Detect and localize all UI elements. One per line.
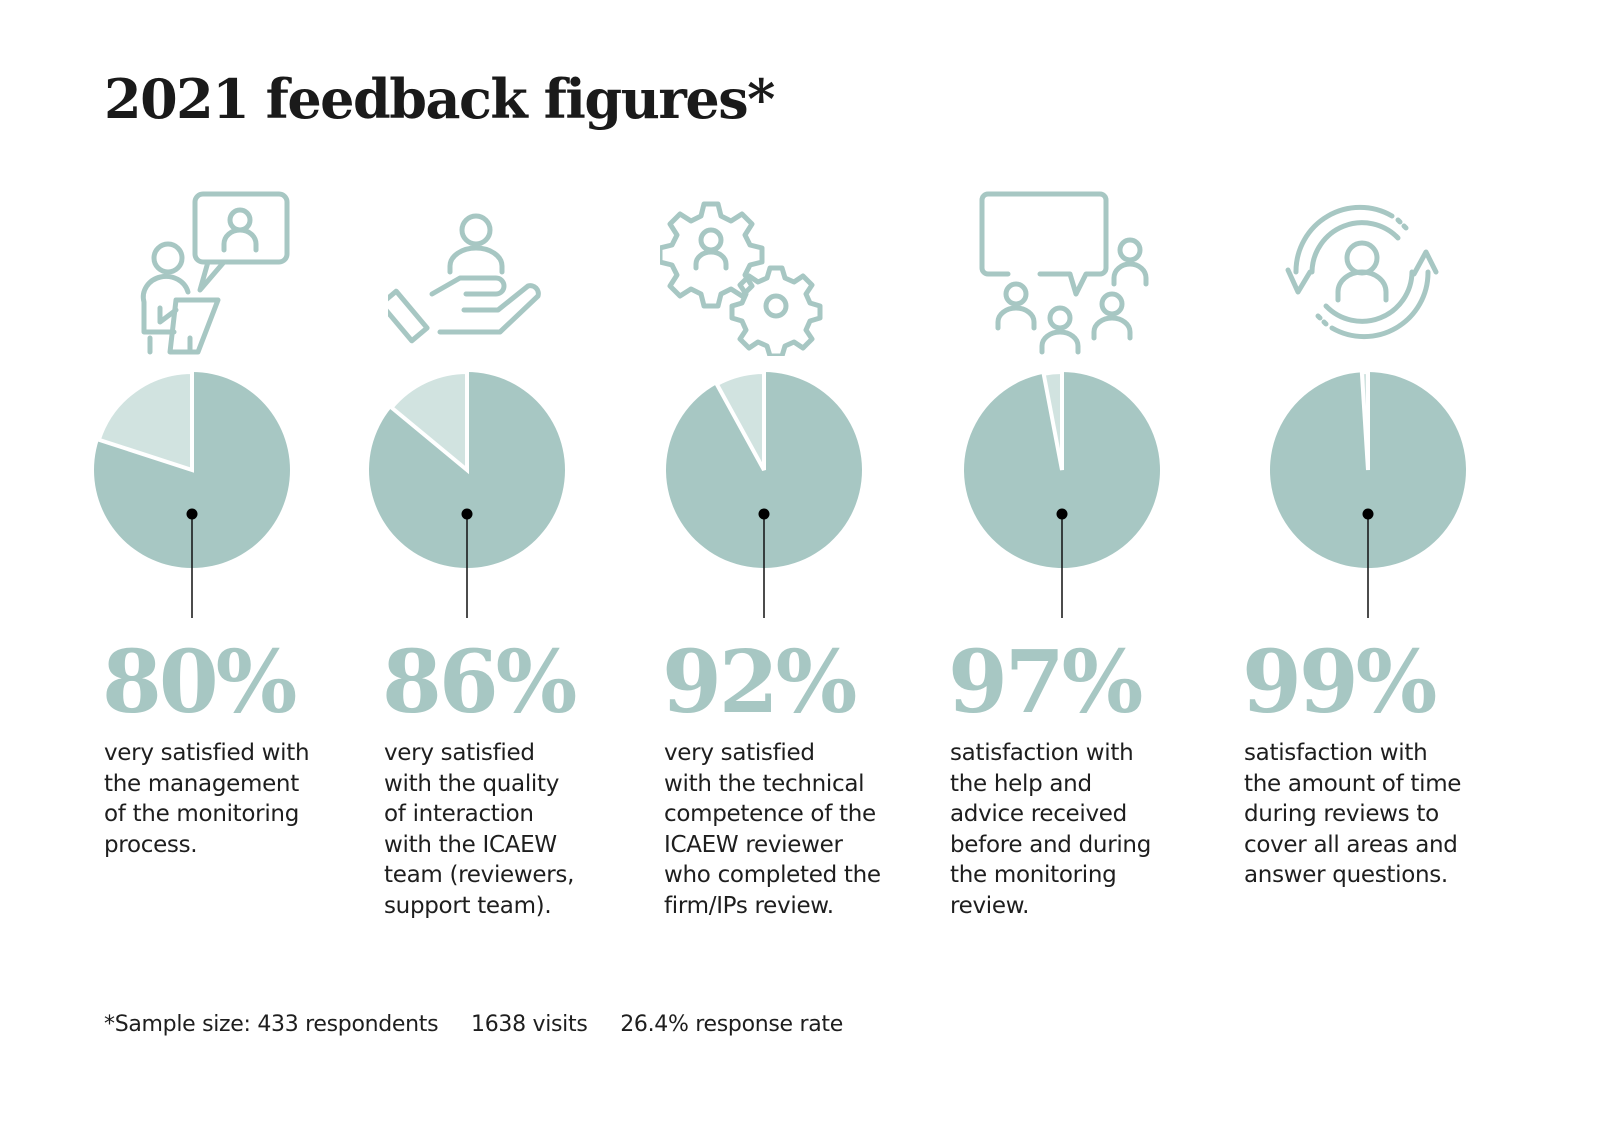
footnote: *Sample size: 433 respondents 1638 visit…	[104, 1012, 869, 1037]
percent-label: 86%	[382, 632, 577, 733]
pointer-dot	[1056, 508, 1068, 520]
stat-description: satisfaction with the amount of time dur…	[1244, 740, 1462, 888]
stat-description: very satisfied with the technical compet…	[664, 740, 881, 919]
pie-chart	[1270, 369, 1466, 618]
stat-description: very satisfied with the management of th…	[104, 740, 310, 858]
percent-label: 92%	[662, 632, 857, 733]
pie-slice-remainder	[1359, 369, 1370, 471]
pie-slice-remainder	[714, 369, 766, 471]
percent-label: 99%	[1242, 632, 1437, 733]
pointer-dot	[186, 508, 198, 520]
page-title: 2021 feedback figures*	[104, 67, 775, 131]
pie-chart	[94, 369, 291, 618]
footnote-response-rate: 26.4% response rate	[620, 1012, 843, 1037]
footnote-sample-size: *Sample size: 433 respondents	[104, 1012, 439, 1037]
pointer-dot	[1362, 508, 1374, 520]
footnote-visits: 1638 visits	[471, 1012, 588, 1037]
pie-chart	[666, 369, 862, 618]
pie-slice-remainder	[1041, 369, 1064, 471]
gears-person-icon	[660, 196, 830, 356]
percent-label: 97%	[948, 632, 1143, 733]
stat-description: satisfaction with the help and advice re…	[950, 740, 1152, 919]
pie-slice-remainder	[96, 369, 194, 473]
person-cycle-arrows-icon	[1282, 192, 1442, 352]
percent-label: 80%	[102, 632, 297, 733]
group-speech-bubble-icon	[976, 188, 1156, 360]
hand-holding-person-icon	[388, 200, 548, 350]
stat-description: very satisfied with the quality of inter…	[384, 740, 575, 919]
pie-slice-remainder	[388, 369, 469, 475]
pie-chart	[963, 369, 1160, 618]
presenter-speech-bubble-icon	[128, 188, 298, 358]
pointer-dot	[461, 508, 473, 520]
pointer-dot	[758, 508, 770, 520]
pie-chart	[368, 369, 565, 618]
